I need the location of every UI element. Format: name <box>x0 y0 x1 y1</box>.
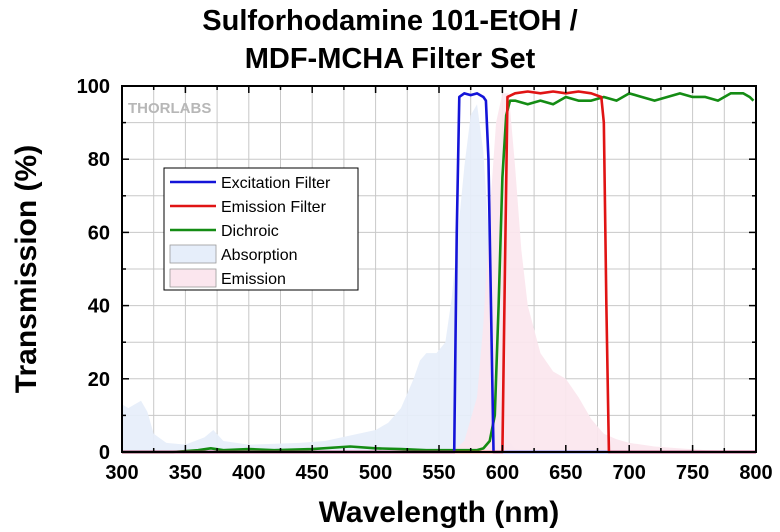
x-tick-label: 550 <box>422 462 455 484</box>
x-tick-label: 350 <box>169 462 202 484</box>
x-axis-title: Wavelength (nm) <box>319 496 560 529</box>
legend-label-absorption: Absorption <box>221 247 298 264</box>
legend-label-emission-filter: Emission Filter <box>221 199 327 216</box>
x-tick-label: 600 <box>486 462 519 484</box>
x-tick-label: 500 <box>359 462 392 484</box>
area-absorption <box>122 104 528 453</box>
x-tick-labels: 300 350 400 450 500 550 600 650 700 750 800 <box>105 462 772 484</box>
x-tick-label: 300 <box>105 462 138 484</box>
y-axis-title: Transmission (%) <box>10 145 43 393</box>
y-tick-label: 80 <box>88 149 110 171</box>
x-tick-label: 750 <box>676 462 709 484</box>
y-tick-label: 100 <box>77 76 110 98</box>
axis-ticks <box>121 85 757 453</box>
y-tick-label: 60 <box>88 222 110 244</box>
thorlabs-watermark: THORLABS <box>128 100 211 117</box>
x-tick-label: 450 <box>296 462 329 484</box>
legend-swatch-absorption <box>169 244 217 264</box>
chart-title-line-2: MDF-MCHA Filter Set <box>244 43 536 75</box>
y-tick-label: 20 <box>88 369 110 391</box>
legend-swatch-emission <box>169 268 217 288</box>
area-series <box>122 93 756 453</box>
y-tick-label: 40 <box>88 296 110 318</box>
x-tick-label: 800 <box>739 462 772 484</box>
legend-label-emission: Emission <box>221 271 286 288</box>
x-tick-label: 700 <box>613 462 646 484</box>
legend: Excitation Filter Emission Filter Dichroic… <box>163 167 359 291</box>
area-emission <box>451 93 756 452</box>
x-tick-label: 400 <box>232 462 265 484</box>
legend-label-excitation-filter: Excitation Filter <box>221 175 331 192</box>
y-tick-label: 0 <box>99 442 110 464</box>
y-tick-labels: 0 20 40 60 80 100 <box>77 76 110 464</box>
x-tick-label: 650 <box>549 462 582 484</box>
legend-label-dichroic: Dichroic <box>221 223 279 240</box>
line-excitation-filter <box>122 92 756 454</box>
line-emission-filter <box>122 90 756 454</box>
chart-title-line-1: Sulforhodamine 101-EtOH / <box>202 5 578 37</box>
